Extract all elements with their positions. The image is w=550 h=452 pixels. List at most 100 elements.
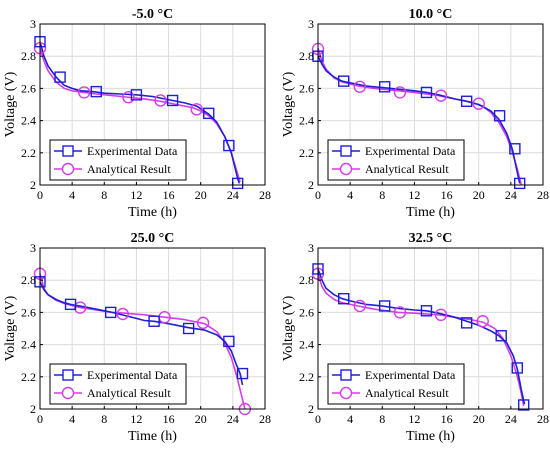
x-tick-label: 24 [505,188,517,202]
y-tick-label: 2.4 [21,338,36,352]
series-line-analytical [317,273,525,406]
data-point-analytical [472,97,485,110]
axes-frame [39,23,266,186]
x-tick-label: 28 [537,412,549,426]
x-tick-label: 12 [130,188,142,202]
y-tick-label: 2.2 [21,146,36,160]
circle-marker-icon [61,162,75,176]
y-tick-label: 2.6 [21,81,36,95]
x-tick-label: 20 [195,412,207,426]
data-point-experimental [236,367,249,380]
y-tick-label: 3 [30,241,36,255]
axes-frame [317,247,544,410]
legend-label: Experimental Data [87,368,178,382]
legend-label: Analytical Result [87,386,171,400]
data-point-experimental [420,86,433,99]
legend-item: Analytical Result [54,386,171,400]
x-tick-label: 0 [37,412,43,426]
data-point-analytical [77,86,91,99]
x-tick-label: 0 [315,188,321,202]
x-tick-label: 0 [315,412,321,426]
legend: Experimental Data Analytical Result [327,139,465,181]
data-point-analytical [73,301,87,314]
x-tick-label: 4 [69,412,75,426]
legend-label: Analytical Result [365,386,449,400]
data-point-experimental [182,322,195,335]
data-point-experimental [64,298,77,311]
x-axis-title: Time (h) [406,205,455,220]
data-point-analytical [122,91,135,104]
chart-panel-3: 0 4 8 12 16 20 24 28 2 2.2 2.4 2.6 2.8 3 25.0 °C Time (… [3,231,271,444]
chart-title: 25.0 °C [131,231,175,246]
circle-marker-icon [61,386,75,400]
data-point-analytical [393,86,407,99]
y-tick-label: 2 [30,402,36,416]
data-point-experimental [130,89,143,101]
x-axis-title: Time (h) [128,205,177,220]
axes-frame [39,247,266,410]
y-tick-label: 2.8 [21,49,36,63]
x-tick-label: 16 [163,188,175,202]
x-tick-label: 12 [130,412,142,426]
x-tick-label: 12 [408,412,420,426]
y-tick-label: 2.2 [299,370,314,384]
x-tick-label: 4 [347,188,353,202]
y-tick-label: 2.2 [21,370,36,384]
x-tick-label: 20 [195,188,207,202]
y-tick-label: 2.2 [299,146,314,160]
data-point-experimental [338,293,350,305]
data-point-analytical [196,316,210,330]
data-point-analytical [353,299,366,313]
x-tick-label: 8 [379,412,385,426]
y-axis-title: Voltage (V) [281,71,296,137]
x-axis-title: Time (h) [128,429,177,444]
y-tick-label: 2.4 [21,114,36,128]
y-axis-title: Voltage (V) [3,295,18,361]
x-tick-label: 16 [163,412,175,426]
x-tick-label: 0 [37,188,43,202]
y-tick-label: 2.8 [21,273,36,287]
data-point-analytical [434,89,448,102]
circle-marker-icon [339,162,353,176]
series-line-experimental [39,281,244,386]
x-tick-label: 28 [259,188,271,202]
data-point-experimental [203,107,215,120]
x-tick-label: 8 [101,412,107,426]
legend-label: Experimental Data [365,144,456,158]
square-marker-icon [340,369,352,381]
legend-item: Experimental Data [332,144,456,158]
data-point-experimental [166,94,179,107]
data-point-experimental [509,143,521,155]
y-tick-label: 2.6 [299,81,314,95]
data-point-analytical [154,94,167,107]
data-point-experimental [511,362,523,374]
y-tick-label: 2.6 [21,305,36,319]
x-tick-label: 4 [347,412,353,426]
y-tick-label: 2 [308,178,314,192]
x-tick-label: 8 [101,188,107,202]
y-tick-label: 2.8 [299,273,314,287]
legend: Experimental Data Analytical Result [327,363,465,405]
y-tick-label: 2 [30,178,36,192]
data-point-experimental [513,177,526,190]
data-point-experimental [460,317,473,329]
legend-label: Analytical Result [87,162,171,176]
legend-item: Analytical Result [54,162,171,176]
circle-marker-icon [339,386,353,400]
x-tick-label: 4 [69,188,75,202]
square-marker-icon [62,369,74,381]
data-point-experimental [378,300,391,312]
y-tick-label: 2.8 [299,49,314,63]
legend: Experimental Data Analytical Result [49,139,187,181]
chart-panel-4: 0 4 8 12 16 20 24 28 2 2.2 2.4 2.6 2.8 3 32.5 °C Time (… [281,231,549,444]
data-point-experimental [148,315,160,327]
axes-frame [317,23,544,186]
square-marker-icon [340,145,352,157]
data-point-experimental [223,335,235,348]
data-point-experimental [338,75,350,87]
legend-label: Analytical Result [365,162,449,176]
data-point-experimental [90,85,102,98]
chart-panel-2: 0 4 8 12 16 20 24 28 2 2.2 2.4 2.6 2.8 3 10.0 °C Time (… [281,7,549,220]
x-tick-label: 16 [441,188,453,202]
